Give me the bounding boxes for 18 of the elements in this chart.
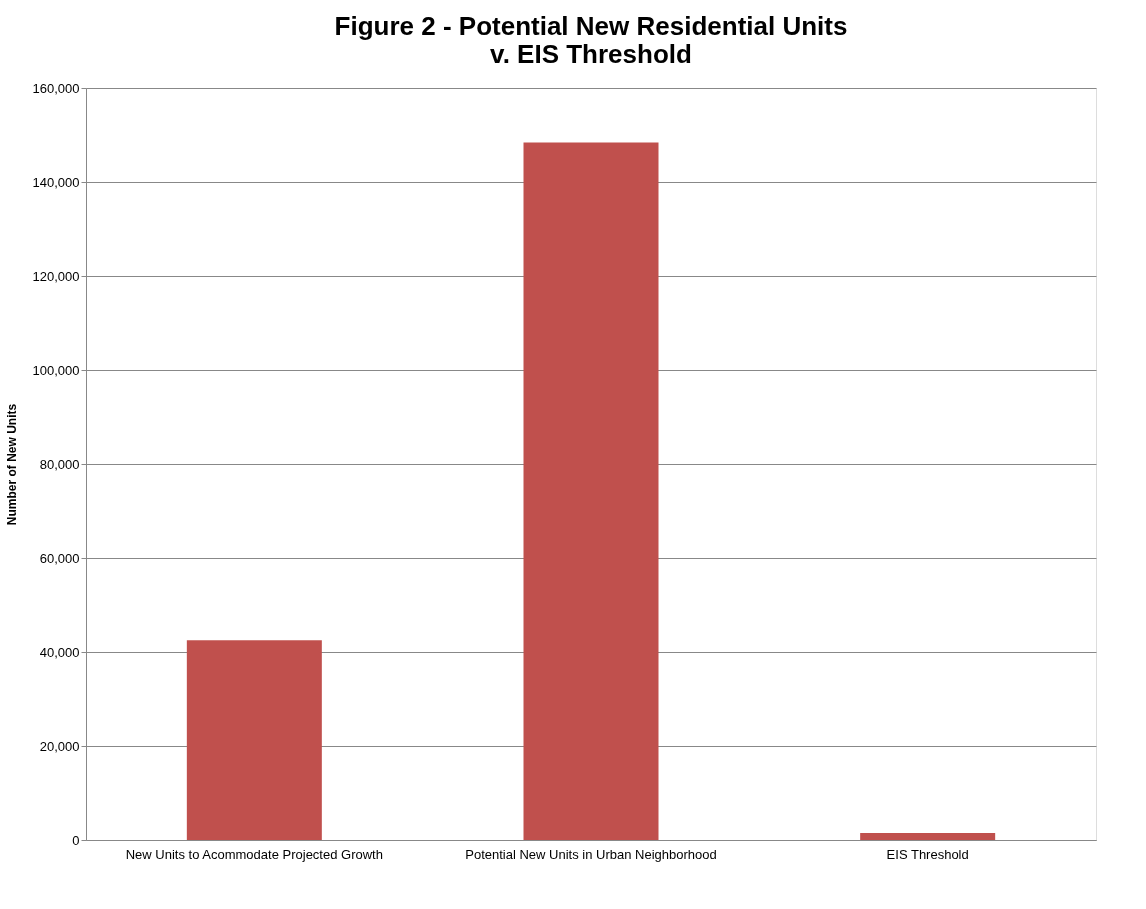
text: Figure 2 - Potential New Residential Units xyxy=(334,11,848,41)
x-tick-label: Potential New Units in Urban Neighborhood xyxy=(465,846,717,862)
x-tick-label: New Units to Acommodate Projected Growth xyxy=(125,846,383,862)
bar xyxy=(186,640,322,840)
y-tick-label: 160,000 xyxy=(32,80,80,96)
bar xyxy=(523,142,659,840)
bar xyxy=(860,832,996,840)
y-tick-label: 40,000 xyxy=(39,644,80,660)
y-tick-label: 100,000 xyxy=(32,362,80,378)
y-tick-label: 80,000 xyxy=(39,456,80,472)
y-tick-label: 60,000 xyxy=(39,550,80,566)
text: v. EIS Threshold xyxy=(490,39,692,69)
y-axis-title: Number of New Units xyxy=(4,403,19,526)
y-tick-label: 120,000 xyxy=(32,268,80,284)
x-tick-label: EIS Threshold xyxy=(886,846,969,862)
y-tick-label: 0 xyxy=(72,832,80,848)
y-tick-label: 20,000 xyxy=(39,738,80,754)
y-tick-label: 140,000 xyxy=(32,174,80,190)
